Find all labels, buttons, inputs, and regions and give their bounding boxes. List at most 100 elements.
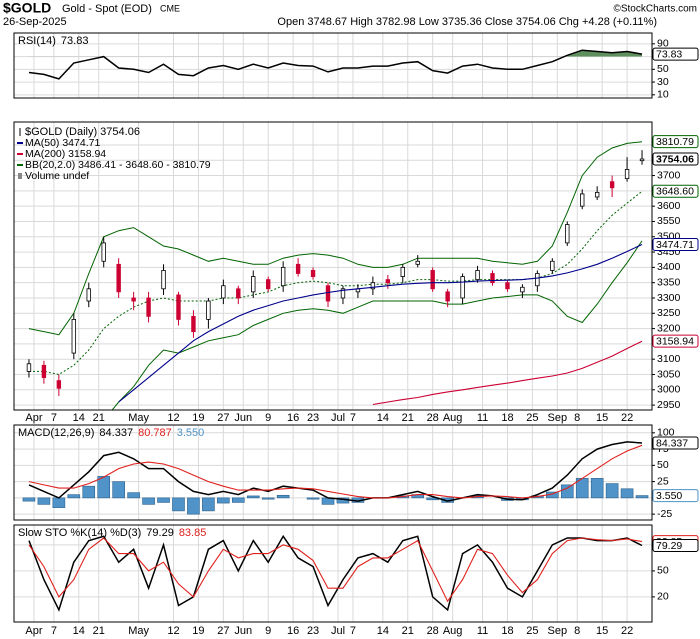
x-tick-label: 16 — [287, 625, 299, 637]
histogram-bar — [82, 485, 96, 499]
legend-title: RSI(14) — [18, 35, 56, 47]
histogram-bar — [261, 497, 275, 500]
panel-frame — [13, 32, 653, 99]
value-tag-label: 3.550 — [656, 490, 682, 502]
x-tick-label: 18 — [501, 412, 513, 424]
value-tag — [652, 334, 699, 348]
histogram-bar — [306, 497, 320, 500]
y-tick-label: 3400 — [657, 261, 681, 273]
candle-body — [310, 270, 316, 277]
x-tick-label: 11 — [477, 412, 488, 424]
histogram-bar — [157, 497, 170, 503]
x-tick-label: Apr — [25, 412, 42, 424]
bollinger-lower — [111, 240, 643, 410]
x-tick-label: Apr — [25, 625, 42, 637]
histogram-bar — [112, 481, 125, 499]
y-tick-label: 10 — [657, 89, 669, 101]
x-tick-label: 22 — [621, 625, 633, 637]
panel-background — [14, 33, 652, 98]
candle-body — [191, 315, 196, 333]
x-tick-label: 14 — [73, 412, 85, 424]
candle-body — [161, 270, 166, 290]
histogram-bar — [187, 497, 200, 515]
series-line — [118, 244, 643, 403]
value-tag — [652, 184, 699, 198]
legend-swatch — [18, 173, 22, 179]
legend-entry: 79.29 — [146, 527, 174, 539]
symbol: $GOLD — [3, 0, 51, 16]
candle-body — [131, 297, 136, 302]
value-tag-label: 73.83 — [656, 48, 682, 60]
x-tick-label: 15 — [596, 625, 608, 637]
candle-body — [295, 263, 301, 274]
candle-body — [609, 181, 615, 189]
x-tick-label: 8 — [574, 412, 580, 424]
x-tick-label: Aug — [443, 625, 463, 637]
y-tick-label: 30 — [657, 76, 669, 88]
legend-entry: BB(20,2.0) 3486.41 - 3648.60 - 3810.79 — [25, 159, 211, 171]
panel-frame — [13, 524, 653, 623]
series-line — [28, 441, 643, 502]
candle-body — [460, 276, 465, 299]
date: 26-Sep-2025 — [3, 16, 67, 28]
y-tick-label: 3350 — [657, 276, 681, 288]
value-tag-label: 84.337 — [656, 437, 688, 449]
x-tick-label: 14 — [377, 412, 389, 424]
x-tick-label: 14 — [73, 625, 85, 637]
candle-body — [580, 193, 585, 207]
x-tick-label: 15 — [596, 412, 608, 424]
candle-body — [490, 273, 495, 284]
candle-body — [445, 291, 450, 302]
legend-entry: 73.83 — [61, 35, 89, 47]
candle-body — [206, 300, 211, 320]
y-tick-label: 3600 — [657, 200, 681, 212]
histogram-bar — [231, 497, 245, 503]
x-tick-label: 21 — [402, 625, 414, 637]
quote: Open 3748.67 High 3782.98 Low 3735.36 Cl… — [277, 16, 657, 28]
value-tag-label: 3474.71 — [656, 239, 694, 251]
value-tag-label: 3158.94 — [656, 335, 694, 347]
candle-body — [325, 285, 331, 302]
candle-body — [520, 286, 525, 293]
histogram-bar — [172, 497, 185, 512]
legend-title: MACD(12,26,9) — [18, 427, 94, 439]
y-tick-label: 3200 — [657, 322, 681, 334]
x-tick-label: Aug — [443, 412, 463, 424]
histogram-bar — [246, 495, 260, 499]
x-tick-label: 7 — [51, 625, 57, 637]
histogram-bar — [37, 497, 51, 505]
y-tick-label: 50 — [657, 565, 669, 577]
panel-background — [14, 425, 652, 520]
x-tick-label: 9 — [265, 412, 271, 424]
value-tag-label: 3754.06 — [656, 153, 694, 165]
x-tick-label: 16 — [287, 412, 299, 424]
y-tick-label: 100 — [657, 427, 675, 439]
value-tag — [652, 135, 699, 149]
y-tick-label: 3250 — [657, 307, 681, 319]
candle-body — [415, 260, 420, 265]
value-tag-label: 79.29 — [656, 540, 682, 552]
series-line — [28, 49, 643, 80]
exchange: CME — [160, 3, 180, 13]
bollinger-upper — [28, 141, 643, 336]
series-line — [28, 444, 643, 499]
x-tick-label: 19 — [192, 412, 204, 424]
panel — [14, 425, 652, 520]
x-tick-label: Jun — [234, 412, 252, 424]
candle-body — [86, 288, 91, 302]
candle-body — [236, 288, 241, 299]
legend-entry: 83.85 — [179, 527, 207, 539]
y-tick-label: 3050 — [657, 368, 681, 380]
candle-body — [26, 363, 32, 372]
x-tick-label: 21 — [93, 625, 105, 637]
x-tick-label: 18 — [501, 625, 513, 637]
candle-body — [176, 294, 181, 320]
x-tick-label: 21 — [93, 412, 105, 424]
panel — [14, 122, 652, 410]
x-tick-label: Sep — [548, 412, 568, 424]
value-tag — [652, 47, 699, 61]
y-tick-label: 3100 — [657, 353, 681, 365]
legend-entry: 80.787 — [138, 427, 172, 439]
